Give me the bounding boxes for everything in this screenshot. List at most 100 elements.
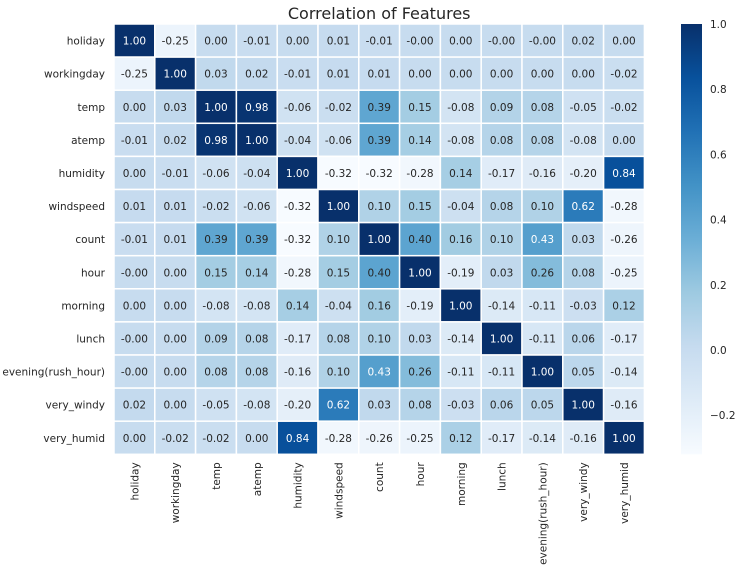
heatmap-cell — [602, 188, 646, 224]
heatmap-cell-label: 0.62 — [572, 201, 595, 213]
heatmap-cell-label: -0.16 — [529, 168, 556, 180]
column-tick-label: evening(rush_hour) — [537, 462, 549, 565]
colorbar: −0.2 0.0 0.2 0.4 0.6 0.8 1.0 — [681, 19, 736, 455]
heatmap-cell — [235, 188, 278, 224]
heatmap-cell-label: 0.10 — [531, 201, 554, 213]
heatmap-cell-label: 0.00 — [164, 300, 187, 312]
heatmap-cell — [562, 288, 605, 323]
heatmap-cell-label: -0.26 — [366, 433, 393, 445]
heatmap-cell — [194, 155, 238, 191]
heatmap-cell — [562, 254, 605, 290]
heatmap-cell — [194, 321, 238, 356]
colorbar-tick-label: 1.0 — [710, 19, 727, 31]
heatmap-cell-label: 1.00 — [408, 267, 431, 279]
heatmap-cell — [276, 89, 319, 125]
heatmap-cell-label: 0.08 — [327, 333, 350, 345]
column-tick-label: count — [374, 462, 386, 492]
heatmap-cell-label: -0.01 — [121, 135, 148, 147]
heatmap-cell — [398, 420, 442, 456]
heatmap-cell-label: 0.16 — [449, 234, 473, 246]
heatmap-cell-label: 0.02 — [123, 400, 146, 412]
heatmap-cell-label: -0.06 — [284, 102, 311, 114]
heatmap-cell — [276, 387, 319, 422]
heatmap-cell — [521, 122, 564, 158]
heatmap-cell — [194, 89, 238, 125]
heatmap-cell-label: 0.43 — [368, 367, 391, 379]
heatmap-cell-label: 1.00 — [245, 135, 268, 147]
column-tick-label: humidity — [293, 462, 305, 508]
heatmap-cells — [113, 23, 646, 456]
heatmap-cell — [439, 122, 482, 158]
heatmap-cell-label: 1.00 — [612, 433, 635, 445]
heatmap-cell-label: 0.00 — [123, 102, 146, 114]
heatmap-cell-label: 0.84 — [286, 433, 310, 445]
heatmap-cell-label: 0.08 — [531, 102, 554, 114]
heatmap-cell-label: -0.00 — [121, 367, 148, 379]
heatmap-cell-label: -0.25 — [610, 267, 637, 279]
heatmap-cell-label: -0.06 — [243, 201, 270, 213]
heatmap-cell-label: 0.06 — [572, 333, 596, 345]
heatmap-cell — [439, 221, 482, 257]
heatmap-cell-label: -0.25 — [406, 433, 433, 445]
heatmap-cell-label: 0.16 — [368, 300, 392, 312]
heatmap-cell-label: -0.14 — [610, 367, 637, 379]
row-tick-label: lunch — [76, 333, 105, 345]
heatmap-cell-label: -0.02 — [325, 102, 352, 114]
heatmap-cell-label: -0.06 — [325, 135, 352, 147]
heatmap-cell — [439, 155, 482, 191]
heatmap-cell-label: 1.00 — [327, 201, 350, 213]
heatmap-cell-label: 0.00 — [164, 267, 187, 279]
heatmap-cell — [194, 188, 238, 224]
heatmap-cell — [317, 387, 360, 422]
heatmap-cell-label: 0.00 — [164, 333, 187, 345]
heatmap-cell — [113, 188, 156, 224]
heatmap-cell — [358, 221, 401, 257]
heatmap-cell-label: -0.01 — [366, 36, 393, 48]
heatmap-cell-label: 0.00 — [490, 69, 513, 81]
heatmap-cell-label: -0.11 — [529, 300, 556, 312]
heatmap-cell — [113, 155, 156, 191]
heatmap-cell-label: -0.03 — [570, 300, 597, 312]
heatmap-cell — [276, 254, 319, 290]
heatmap-cell-label: -0.32 — [284, 234, 311, 246]
heatmap-cell-label: 0.26 — [408, 367, 432, 379]
heatmap-cell-label: 0.98 — [204, 135, 227, 147]
heatmap-cell-label: -0.08 — [570, 135, 597, 147]
heatmap-cell-label: 0.43 — [531, 234, 554, 246]
heatmap-cell-label: -0.28 — [610, 201, 637, 213]
heatmap-cell-label: -0.03 — [447, 400, 474, 412]
row-tick-label: atemp — [71, 135, 105, 147]
heatmap-cell — [398, 23, 442, 58]
heatmap-cell — [398, 56, 442, 91]
heatmap-cell-label: -0.02 — [610, 102, 637, 114]
heatmap-cell-label: -0.25 — [162, 36, 189, 48]
chart-title: Correlation of Features — [288, 4, 471, 23]
heatmap-cell — [358, 155, 401, 191]
row-tick-label: temp — [78, 102, 106, 114]
heatmap-cell-label: 0.03 — [572, 234, 595, 246]
heatmap-cell-label: 0.08 — [572, 267, 595, 279]
heatmap-cell — [602, 420, 646, 456]
heatmap-cell-label: 0.08 — [531, 135, 554, 147]
heatmap-cell-label: 0.15 — [204, 267, 227, 279]
heatmap-cell — [235, 288, 278, 323]
heatmap-cell — [317, 254, 360, 290]
heatmap-cell-label: 0.14 — [449, 168, 473, 180]
heatmap-cell-label: 0.15 — [408, 102, 431, 114]
heatmap-cell — [235, 155, 278, 191]
heatmap-cell-label: -0.04 — [284, 135, 311, 147]
heatmap-cell — [562, 23, 605, 58]
colorbar-gradient-bar — [681, 24, 702, 455]
heatmap-cell — [602, 221, 646, 257]
heatmap-cell-label: 1.00 — [368, 234, 391, 246]
heatmap-cell — [317, 56, 360, 91]
heatmap-cell-label: -0.02 — [202, 433, 229, 445]
heatmap-cell — [317, 23, 360, 58]
heatmap-cell-label: 0.00 — [449, 36, 472, 48]
heatmap-cell — [480, 188, 523, 224]
heatmap-cell-label: -0.02 — [162, 433, 189, 445]
heatmap-cell-label: 0.10 — [327, 234, 350, 246]
heatmap-cell-label: -0.01 — [243, 36, 270, 48]
heatmap-cell — [602, 354, 646, 389]
